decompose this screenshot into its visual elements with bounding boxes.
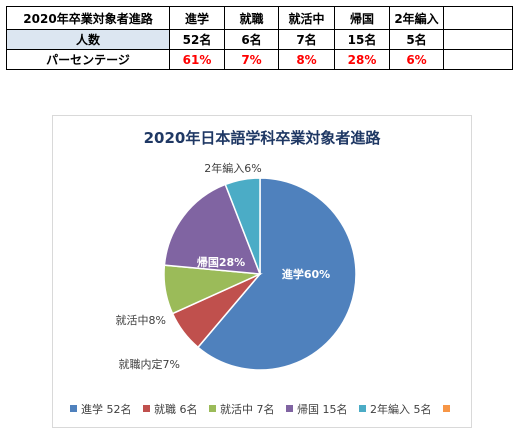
- table-cell: 8%: [278, 49, 335, 70]
- table-row: 人数 52名 6名 7名 15名 5名: [6, 29, 513, 50]
- legend-swatch: [143, 405, 150, 412]
- legend-swatch: [286, 405, 293, 412]
- table-cell: 就職: [224, 6, 279, 30]
- legend-swatch: [359, 405, 366, 412]
- legend-swatch: [443, 405, 450, 412]
- table-cell: 52名: [169, 29, 225, 50]
- legend-item: 就職 6名: [143, 401, 198, 417]
- table-cell: [443, 29, 513, 50]
- table-cell: 15名: [334, 29, 390, 50]
- table-cell: 6%: [389, 49, 444, 70]
- pie-slice: [163, 183, 262, 275]
- legend-item: [443, 403, 454, 416]
- pie-slice: [224, 177, 261, 275]
- pie-chart-frame: 2020年日本語学科卒業対象者進路 進学60% 就職内定7% 就活中8% 帰国28% 2…: [52, 115, 472, 428]
- data-label: 帰国28%: [197, 255, 245, 269]
- legend-item: 帰国 15名: [286, 401, 348, 417]
- pie-slice: [196, 177, 357, 371]
- table-cell: 61%: [169, 49, 225, 70]
- table-cell: 7%: [224, 49, 279, 70]
- table-cell: [443, 49, 513, 70]
- data-label: 2年編入6%: [204, 161, 261, 175]
- legend-label: 就活中 7名: [220, 403, 275, 416]
- chart-legend: 進学 52名 就職 6名 就活中 7名 帰国 15名 2年編入 5名: [53, 401, 471, 417]
- legend-item: 進学 52名: [70, 401, 132, 417]
- pie-chart: 進学60% 就職内定7% 就活中8% 帰国28% 2年編入6%: [116, 161, 357, 371]
- table-cell: 進学: [169, 6, 225, 30]
- legend-item: 就活中 7名: [209, 401, 275, 417]
- legend-label: 就職 6名: [154, 403, 198, 416]
- legend-item: 2年編入 5名: [359, 401, 432, 417]
- table-cell: 2020年卒業対象者進路: [6, 6, 170, 30]
- table-cell: 就活中: [278, 6, 335, 30]
- legend-label: 帰国 15名: [297, 403, 348, 416]
- chart-title: 2020年日本語学科卒業対象者進路: [143, 129, 381, 147]
- table-header-row: 2020年卒業対象者進路 進学 就職 就活中 帰国 2年編入: [6, 6, 513, 30]
- table-cell: 6名: [224, 29, 279, 50]
- table-cell: [443, 6, 513, 30]
- table-cell: 人数: [6, 29, 170, 50]
- legend-label: 2年編入 5名: [370, 403, 432, 416]
- table-cell: 7名: [278, 29, 335, 50]
- legend-swatch: [209, 405, 216, 412]
- legend-label: 進学 52名: [81, 403, 132, 416]
- data-label: 就活中8%: [116, 313, 166, 327]
- table-cell: 帰国: [334, 6, 390, 30]
- data-label: 進学60%: [282, 267, 330, 281]
- table-cell: 28%: [334, 49, 390, 70]
- table-cell: パーセンテージ: [6, 49, 170, 70]
- table-cell: 2年編入: [389, 6, 444, 30]
- table-row: パーセンテージ 61% 7% 8% 28% 6%: [6, 49, 513, 70]
- data-label: 就職内定7%: [119, 357, 180, 371]
- table-cell: 5名: [389, 29, 444, 50]
- legend-swatch: [70, 405, 77, 412]
- summary-table: 2020年卒業対象者進路 進学 就職 就活中 帰国 2年編入 人数 52名 6名…: [6, 6, 513, 70]
